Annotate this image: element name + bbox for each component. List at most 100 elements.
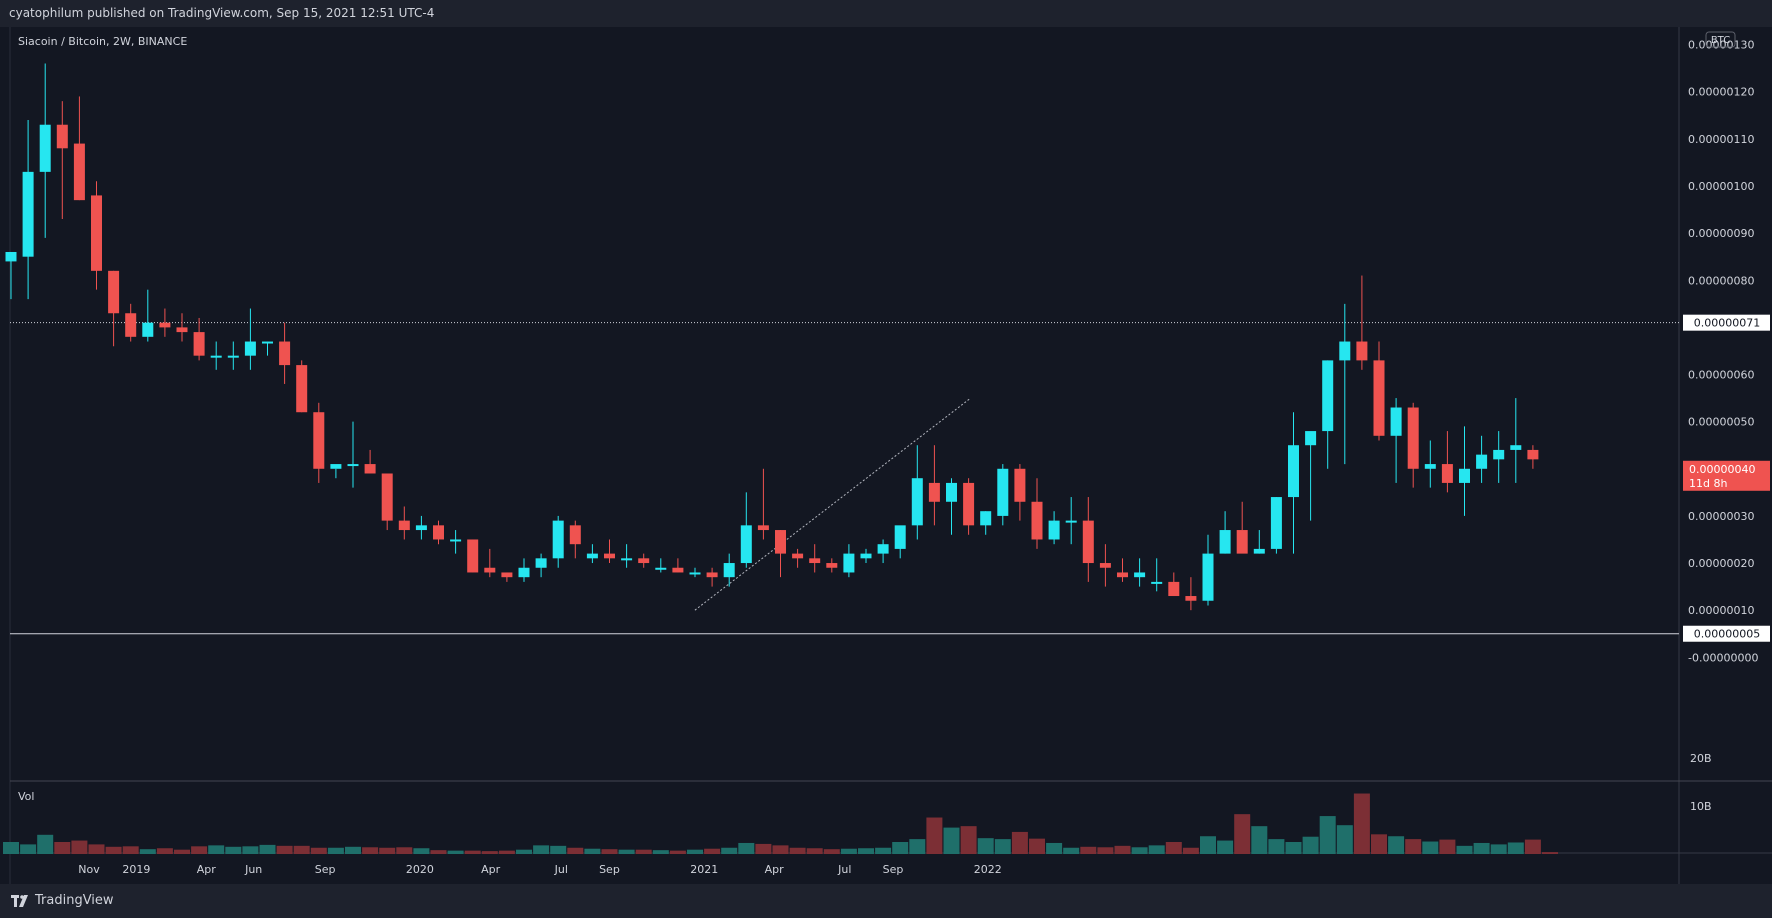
footer-brand: TradingView [35,893,114,908]
candle [1390,398,1402,483]
candle [1099,544,1111,587]
time-axis-tick-label: 2022 [974,863,1002,876]
price-axis-tick-label: 0.00000050 [1688,416,1754,429]
last-price-label-box [1683,460,1770,491]
volume-bar [276,845,293,854]
candle-body [484,567,496,573]
candle-body [1168,581,1180,597]
candle-body [210,355,222,358]
candle [39,63,51,238]
candle [313,402,325,483]
attribution-text: cyatophilum published on TradingView.com… [9,6,435,20]
footer-bar: TradingView [0,884,1772,918]
candle-body [244,341,256,356]
attribution-bar: cyatophilum published on TradingView.com… [0,0,1772,27]
candle-body [1493,449,1505,460]
bar-countdown-label: 11d 8h [1689,477,1727,490]
candle-body [1099,563,1111,568]
candle [911,445,923,540]
volume-bar [1097,847,1114,854]
volume-bar [379,847,396,854]
candle [1356,275,1368,370]
chart[interactable]: 0.000001400.000001300.000001200.00000110… [0,27,1772,884]
time-axis-tick-label: 2020 [406,863,434,876]
candle-body [997,468,1009,516]
candle-body [1048,520,1060,540]
volume-bar [1251,826,1268,854]
candle [1048,511,1060,545]
volume-bar [1046,842,1063,854]
volume-axis-tick-label: 20B [1690,752,1712,765]
candle-body [1253,548,1265,554]
volume-bar [396,847,413,854]
candle-body [1202,553,1214,601]
price-axis-tick-label: 0.00000010 [1688,604,1754,617]
candle [1253,530,1265,554]
volume-bar [225,846,242,854]
candle [262,341,273,356]
candle [894,525,906,559]
trendline [694,397,971,611]
volume-bar [584,848,601,854]
candle [433,520,444,545]
level-price-label: 0.00000071 [1694,317,1760,330]
candle [467,539,479,573]
volume-bar [738,842,755,854]
candle [347,421,359,488]
candle-body [73,143,85,201]
volume-bar [208,845,225,854]
candle [877,539,889,564]
price-axis-tick-label: 0.00000020 [1688,557,1754,570]
candle-body [1031,501,1043,540]
price-axis-tick-label: 0.00000030 [1688,510,1754,523]
volume-bar [88,844,105,854]
candle [1117,558,1128,582]
volume-bar [1285,842,1302,854]
candle [56,101,68,219]
candle [450,530,462,554]
candle [1014,464,1026,521]
candle [740,492,752,568]
candle-body [706,572,718,578]
price-axis-tick-label: -0.00000000 [1688,651,1758,664]
candle [91,181,102,290]
time-axis-tick-label: Nov [78,863,100,876]
candle-body [1510,445,1522,450]
currency-badge-box [1705,31,1736,48]
candle [997,464,1009,526]
candle-body [792,553,804,559]
candle [1527,445,1539,469]
volume-bar [618,849,635,854]
candle-body [757,525,769,531]
candle [484,548,496,578]
candle [775,530,786,578]
candle [381,473,393,531]
candle-body [227,355,239,358]
candle [1459,426,1470,516]
candle [5,251,17,300]
candle [946,478,957,535]
candle [1134,558,1146,587]
volume-bar [362,847,379,854]
candle [1373,341,1385,441]
volume-bar [1114,845,1131,854]
volume-bar [1319,816,1336,854]
candle-body [894,525,906,549]
volume-bar [1405,839,1422,854]
volume-bar [1268,839,1285,854]
volume-bar [345,846,361,854]
price-axis-tick-label: 0.00000110 [1688,133,1754,146]
candle-body [1322,360,1334,432]
candle-body [1527,449,1539,460]
candle [535,553,547,578]
volume-bar [635,849,652,854]
volume-bar [191,846,208,854]
volume-bar [704,848,721,854]
volume-axis-tick-label: 10B [1690,800,1712,813]
candle-body [364,464,376,474]
candle-body [1134,572,1146,578]
candle-body [433,525,444,540]
volume-bar [37,834,54,854]
volume-bar [909,839,926,854]
candle [809,544,821,573]
